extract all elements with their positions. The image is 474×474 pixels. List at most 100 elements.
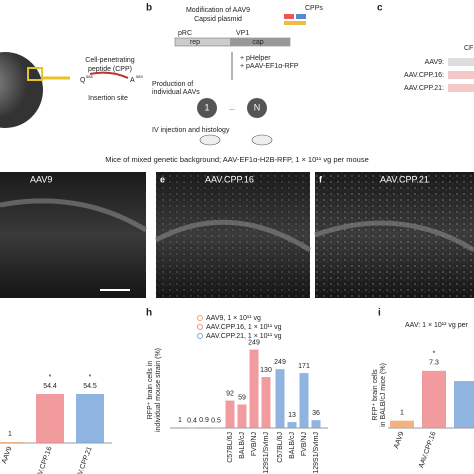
micrograph: [0, 172, 146, 298]
fold-label: 130: [260, 367, 272, 374]
x-label: FVB/NJ: [251, 432, 258, 456]
x-label: 129S1/SvImJ: [313, 432, 320, 474]
x-label: AAV.CPP.16: [34, 446, 54, 474]
x-label: AAV9: [393, 431, 406, 450]
label: Capsid plasmid: [194, 16, 242, 23]
legend-marker: [197, 333, 203, 339]
fold-label: 249: [274, 359, 286, 366]
seq: [448, 58, 474, 66]
fold-label: 92: [226, 390, 234, 397]
fold-label: 36: [312, 410, 320, 417]
label: Cell-penetrating: [85, 57, 135, 64]
tissue: [0, 198, 474, 253]
bar: [299, 373, 309, 428]
subtitle: AAV: 1 × 10¹² vg per: [405, 322, 469, 329]
fold-label: 0.4: [187, 417, 197, 424]
panel-letter: e: [160, 174, 165, 184]
legend-label: AAV9, 1 × 10¹¹ vg: [206, 315, 261, 322]
star: *: [433, 351, 436, 358]
fold-label: 249: [248, 339, 260, 346]
value-label: 54.4: [43, 383, 57, 390]
label: IV injection and histology: [152, 127, 230, 134]
seq: [448, 84, 474, 92]
label: Insertion site: [88, 95, 128, 102]
value-label: 54.5: [83, 383, 97, 390]
label: rep: [190, 39, 200, 46]
label: N: [254, 102, 261, 112]
caption: Mice of mixed genetic background; AAV-EF…: [105, 155, 369, 164]
image-title: AAV.CPP.16: [205, 174, 254, 184]
cpp-box: [284, 14, 294, 19]
fold-label: 59: [238, 394, 246, 401]
row-label: AAV.CPP.16:: [404, 72, 444, 79]
bar: [422, 370, 446, 428]
mouse: [251, 134, 273, 146]
bar: [0, 442, 24, 443]
x-label: 129S1/SvImJ: [263, 432, 270, 474]
label: Modification of AAV9: [186, 7, 250, 14]
bar: [237, 404, 247, 428]
aa: A: [130, 77, 135, 84]
x-label: BALB/cJ: [289, 432, 296, 459]
x-label: C57BL/6J: [277, 432, 284, 463]
mouse: [199, 134, 221, 146]
label: + pAAV-EF1α-RFP: [240, 63, 299, 70]
legend-marker: [197, 315, 203, 321]
x-label: FVB/NJ: [301, 432, 308, 456]
fold-label: 0.5: [211, 417, 221, 424]
x-label: C57BL/6J: [227, 432, 234, 463]
aa: Q: [80, 77, 86, 84]
legend-label: AAV.CPP.21, 1 × 10¹¹ vg: [206, 333, 282, 340]
bar: [275, 369, 285, 428]
label: individual AAVs: [152, 89, 200, 96]
panel-letter: i: [378, 308, 381, 319]
box: [27, 67, 43, 81]
bar: [36, 394, 64, 443]
y-label: in BALB/cJ mice (%): [380, 363, 387, 427]
bar: [175, 427, 185, 428]
bar: [199, 427, 209, 428]
image-title: AAV9: [30, 174, 52, 184]
cpp-box: [296, 14, 306, 19]
panel-letter: b: [146, 3, 152, 14]
x-label: BALB/cJ: [239, 432, 246, 459]
cpp-box: [284, 21, 306, 25]
image-title: AAV.CPP.21: [380, 174, 429, 184]
capsid: [0, 52, 43, 128]
fold-label: 0.9: [199, 417, 209, 424]
y-label: RFP⁺ brain cells: [372, 369, 379, 421]
panel-letter: c: [377, 3, 383, 14]
bar: [287, 422, 297, 428]
bar: [261, 377, 271, 428]
legend-label: AAV.CPP.16, 1 × 10¹¹ vg: [206, 324, 282, 331]
peptide: [89, 71, 129, 79]
label: ...: [229, 105, 235, 112]
aa-pos: 589: [136, 74, 143, 79]
bar: [249, 349, 259, 428]
label: Production of: [152, 81, 193, 88]
label: + pHelper: [240, 55, 271, 62]
label: peptide (CPP): [88, 66, 132, 73]
label: VP1: [236, 30, 249, 37]
panel-letter: f: [319, 174, 323, 184]
bar: [76, 393, 104, 443]
label: pRC: [178, 30, 192, 37]
label: CF: [464, 45, 473, 52]
cap-gene: [230, 38, 290, 46]
x-label: AAV.CPP.21: [74, 446, 94, 474]
seq: [448, 71, 474, 79]
star: *: [89, 374, 92, 381]
fold-label: 13: [288, 412, 296, 419]
fold-label: 171: [298, 363, 310, 370]
virus: [247, 98, 267, 118]
bar: [454, 381, 474, 428]
x-label: AAV.CPP.16: [418, 431, 438, 469]
y-label: RFP⁺ brain cells in: [147, 361, 154, 420]
label: cap: [252, 39, 263, 46]
aa-pos: 588: [86, 74, 93, 79]
legend-marker: [197, 324, 203, 330]
row-label: AAV.CPP.21:: [404, 85, 444, 92]
virus: [197, 98, 217, 118]
label: 1: [204, 102, 209, 112]
